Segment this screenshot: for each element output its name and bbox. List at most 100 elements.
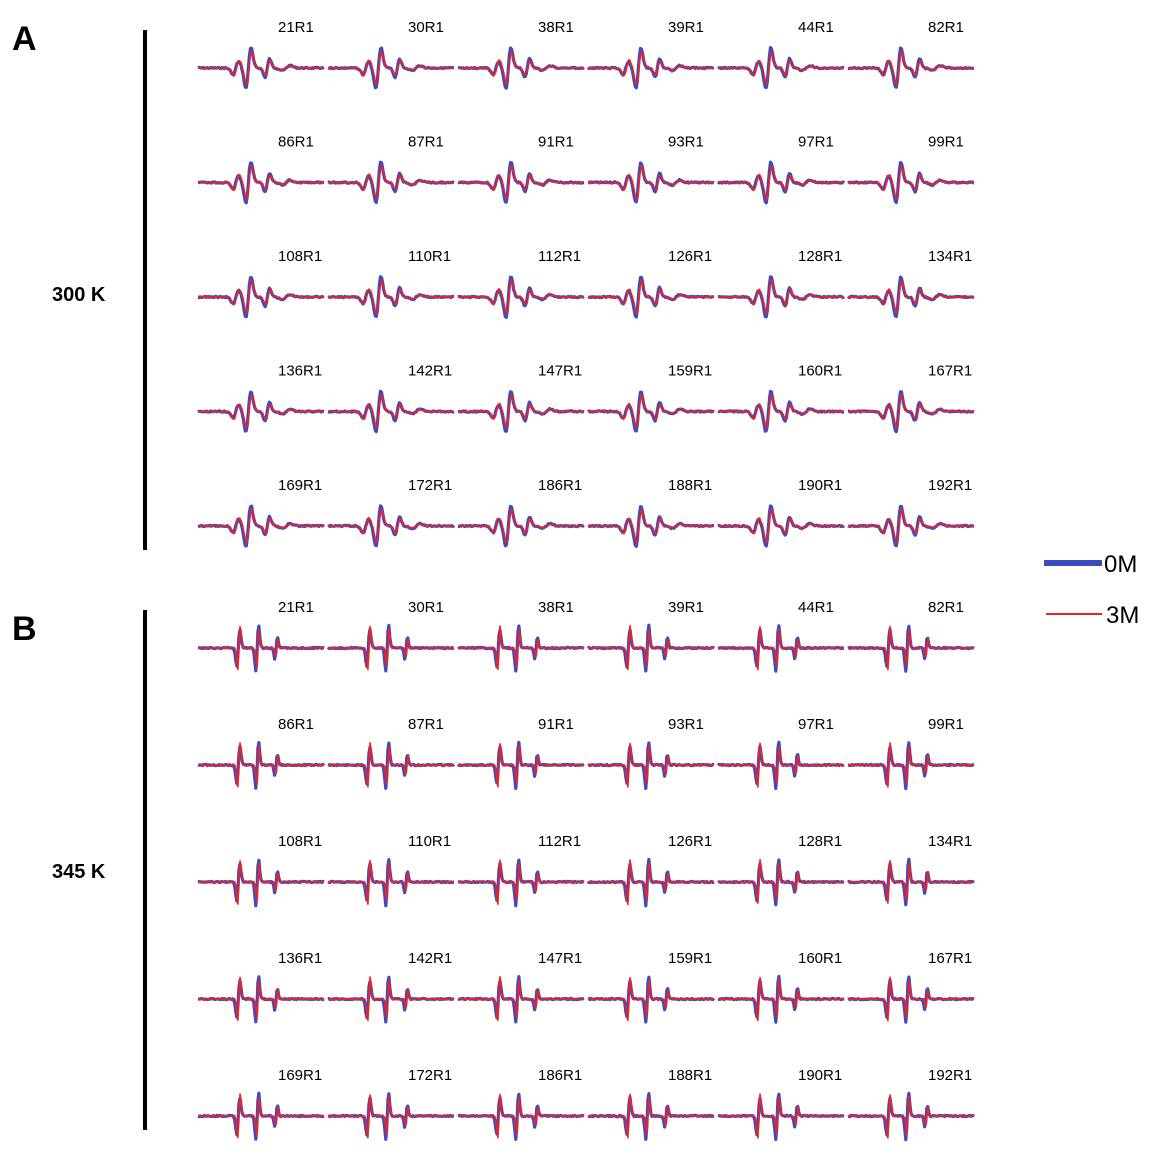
series-3m-line <box>587 859 715 906</box>
site-label: 39R1 <box>668 19 704 36</box>
spectrum-cell-38R1: 38R1 <box>457 19 585 90</box>
site-label: 86R1 <box>278 134 314 151</box>
site-label: 38R1 <box>538 599 574 616</box>
series-3m-line <box>847 50 975 86</box>
spectrum-cell-169R1: 169R1 <box>197 1067 325 1141</box>
spectrum-cell-30R1: 30R1 <box>326 599 455 673</box>
spectrum-cell-126R1: 126R1 <box>587 248 715 319</box>
site-label: 99R1 <box>928 134 964 151</box>
series-3m-line <box>587 742 715 788</box>
series-3m-line <box>847 859 975 904</box>
spectrum-cell-169R1: 169R1 <box>197 477 326 548</box>
series-3m-line <box>457 625 585 671</box>
spectrum-cell-190R1: 190R1 <box>717 1067 845 1142</box>
site-label: 108R1 <box>278 833 322 850</box>
series-3m-line <box>847 976 975 1022</box>
site-label: 44R1 <box>798 19 834 36</box>
series-3m-line <box>717 976 845 1022</box>
series-3m-line <box>327 976 455 1022</box>
series-3m-line <box>718 393 845 429</box>
series-3m-line <box>717 1093 845 1139</box>
series-3m-line <box>717 165 845 200</box>
site-label: 190R1 <box>798 1067 842 1084</box>
site-label: 167R1 <box>928 363 972 380</box>
series-3m-line <box>847 1094 975 1139</box>
spectrum-cell-147R1: 147R1 <box>457 950 585 1024</box>
site-label: 136R1 <box>278 363 322 380</box>
series-3m-line <box>717 625 845 671</box>
series-3m-line <box>197 508 325 543</box>
site-label: 44R1 <box>798 599 834 616</box>
spectrum-cell-44R1: 44R1 <box>717 599 845 673</box>
spectrum-cell-142R1: 142R1 <box>327 950 455 1024</box>
spectrum-cell-91R1: 91R1 <box>457 134 585 204</box>
series-3m-line <box>198 1093 325 1139</box>
site-label: 136R1 <box>278 950 322 967</box>
panel-b: B 345 K 21R1 30R1 38R1 39R1 44R1 82R1 86R1 87R1… <box>12 599 975 1142</box>
spectrum-cell-186R1: 186R1 <box>457 477 585 548</box>
spectrum-cell-159R1: 159R1 <box>587 363 715 433</box>
site-label: 112R1 <box>538 833 581 850</box>
spectrum-cell-99R1: 99R1 <box>847 716 975 791</box>
series-3m-line <box>458 164 585 200</box>
spectrum-cell-93R1: 93R1 <box>587 716 715 790</box>
site-label: 38R1 <box>538 19 574 36</box>
series-3m-line <box>457 509 585 544</box>
site-label: 188R1 <box>668 477 712 494</box>
spectrum-cell-159R1: 159R1 <box>587 950 716 1024</box>
spectrum-cell-38R1: 38R1 <box>457 599 585 673</box>
spectrum-cell-147R1: 147R1 <box>457 363 585 433</box>
spectrum-cell-172R1: 172R1 <box>327 477 456 548</box>
series-3m-line <box>197 165 325 200</box>
panel-a-temperature: 300 K <box>52 284 106 306</box>
site-label: 192R1 <box>928 477 972 494</box>
series-3m-line <box>587 51 715 85</box>
spectrum-cell-39R1: 39R1 <box>586 599 715 673</box>
spectrum-cell-93R1: 93R1 <box>587 134 715 204</box>
spectrum-cell-134R1: 134R1 <box>846 248 975 318</box>
site-label: 172R1 <box>408 1067 452 1084</box>
panel-b-temperature: 345 K <box>52 861 106 883</box>
legend: 0M 3M <box>1044 551 1139 629</box>
series-3m-line <box>457 976 585 1022</box>
series-3m-line <box>847 393 974 429</box>
spectrum-cell-134R1: 134R1 <box>846 833 975 907</box>
site-label: 21R1 <box>278 599 314 616</box>
spectrum-cell-91R1: 91R1 <box>456 716 585 790</box>
site-label: 159R1 <box>668 363 712 380</box>
series-3m-line <box>847 508 975 543</box>
site-label: 93R1 <box>668 716 704 733</box>
series-0m-line <box>197 858 325 908</box>
site-label: 87R1 <box>408 716 444 733</box>
spectrum-cell-160R1: 160R1 <box>717 950 845 1024</box>
series-3m-line <box>328 50 455 86</box>
spectrum-cell-190R1: 190R1 <box>717 477 845 548</box>
series-3m-line <box>197 742 325 788</box>
site-label: 190R1 <box>798 477 842 494</box>
site-label: 110R1 <box>408 248 451 265</box>
spectrum-cell-188R1: 188R1 <box>587 1067 715 1141</box>
spectrum-cell-21R1: 21R1 <box>197 19 325 89</box>
site-label: 169R1 <box>278 477 322 494</box>
site-label: 93R1 <box>668 134 704 151</box>
series-3m-line <box>717 858 845 904</box>
site-label: 86R1 <box>278 716 314 733</box>
series-3m-line <box>457 743 585 788</box>
series-3m-line <box>587 394 715 428</box>
spectrum-cell-87R1: 87R1 <box>327 134 455 204</box>
spectrum-cell-108R1: 108R1 <box>197 833 325 908</box>
series-3m-line <box>587 165 714 201</box>
spectrum-cell-142R1: 142R1 <box>327 363 455 434</box>
series-3m-line <box>457 51 585 86</box>
series-3m-line <box>717 50 845 85</box>
site-label: 91R1 <box>538 134 574 151</box>
series-3m-line <box>717 279 844 314</box>
site-label: 82R1 <box>928 599 964 616</box>
site-label: 128R1 <box>798 833 842 850</box>
site-label: 30R1 <box>408 599 444 616</box>
site-label: 169R1 <box>278 1067 322 1084</box>
series-3m-line <box>717 508 845 543</box>
site-label: 186R1 <box>538 1067 582 1084</box>
series-3m-line <box>327 279 455 315</box>
